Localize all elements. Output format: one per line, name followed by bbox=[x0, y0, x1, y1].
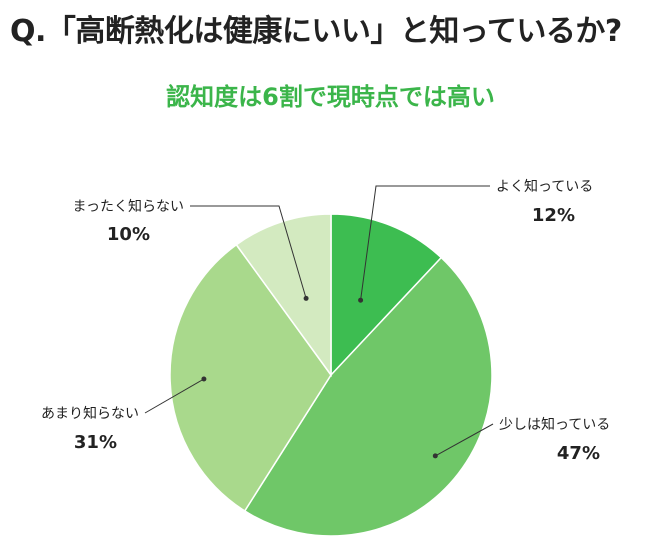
leader-dot-1 bbox=[358, 297, 364, 303]
slice-value-1: 12% bbox=[532, 205, 575, 226]
leader-line-4 bbox=[190, 205, 307, 299]
leader-dot-2 bbox=[432, 453, 438, 459]
leader-dot-3 bbox=[201, 376, 207, 382]
leader-line-1 bbox=[360, 185, 490, 301]
leader-dot-4 bbox=[303, 295, 309, 301]
slice-label-4: まったく知らない bbox=[73, 198, 184, 215]
slice-label-3: あまり知らない bbox=[41, 405, 139, 422]
slice-label-1: よく知っている bbox=[496, 178, 593, 195]
slice-label-2: 少しは知っている bbox=[499, 416, 610, 433]
pie-slice-3 bbox=[169, 243, 332, 512]
leader-line-2 bbox=[435, 423, 494, 457]
slice-value-4: 10% bbox=[107, 224, 150, 245]
leader-line-3 bbox=[144, 378, 205, 414]
chart-subtitle: 認知度は6割で現時点では高い bbox=[166, 83, 495, 111]
question-title: Q.「高断熱化は健康にいい」と知っているか? bbox=[10, 14, 622, 49]
pie-slice-1 bbox=[330, 213, 443, 377]
pie-slice-4 bbox=[235, 213, 332, 378]
slice-value-3: 31% bbox=[74, 432, 117, 453]
slice-value-2: 47% bbox=[557, 443, 600, 464]
pie-slice-2 bbox=[243, 256, 493, 537]
